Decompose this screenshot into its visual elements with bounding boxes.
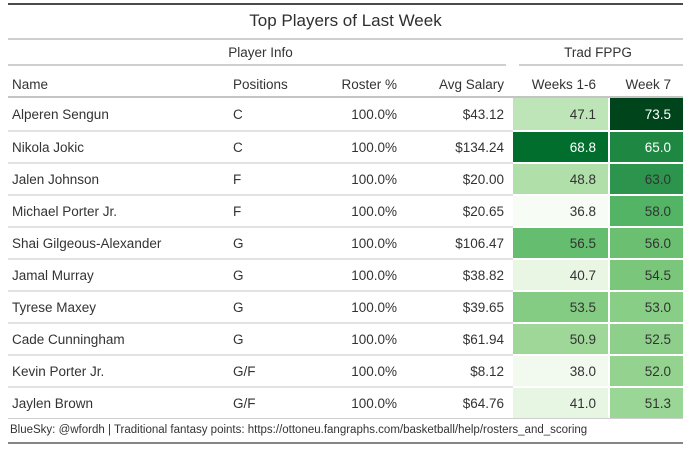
week-7-cell: 52.5: [608, 322, 684, 354]
column-header-weeks-1-6: Weeks 1-6: [513, 66, 609, 98]
player-name-cell: Alperen Sengun: [12, 106, 109, 122]
column-header-week-7: Week 7: [608, 66, 684, 98]
roster-pct-cell: 100.0%: [318, 322, 406, 354]
avg-salary-cell: $61.94: [406, 322, 514, 354]
avg-salary-cell: $8.12: [406, 354, 514, 386]
avg-salary-cell: $64.76: [406, 386, 514, 418]
footer-note: BlueSky: @wfordh | Traditional fantasy p…: [8, 418, 683, 442]
column-group-row: Player Info Trad FPPG: [8, 40, 684, 66]
column-group-trad-fppg: Trad FPPG: [513, 40, 684, 66]
table-row: Shai Gilgeous-Alexander G 100.0% $106.47 56.…: [8, 226, 684, 258]
weeks-1-6-cell: 41.0: [513, 386, 609, 418]
player-name-cell: Tyrese Maxey: [8, 290, 223, 322]
avg-salary-cell: $38.82: [406, 258, 514, 290]
player-name-cell: Shai Gilgeous-Alexander: [8, 226, 223, 258]
positions-cell: G: [223, 290, 318, 322]
weeks-1-6-cell: 47.1: [513, 98, 609, 130]
week-7-cell: 73.5: [608, 98, 684, 130]
weeks-1-6-cell: 53.5: [513, 290, 609, 322]
week-7-cell: 58.0: [608, 194, 684, 226]
week-7-cell: 56.0: [608, 226, 684, 258]
table-row: Jamal Murray G 100.0% $38.82 40.7 54.5: [8, 258, 684, 290]
player-name-cell: Jaylen Brown: [8, 386, 223, 418]
roster-pct-cell: 100.0%: [318, 194, 406, 226]
column-header-positions: Positions: [223, 66, 318, 98]
column-group-player-info: Player Info: [8, 40, 513, 66]
weeks-1-6-cell: 50.9: [513, 322, 609, 354]
positions-cell: G: [223, 226, 318, 258]
column-group-label: Trad FPPG: [564, 45, 632, 60]
stats-table: Top Players of Last Week Player Info Tra…: [8, 3, 684, 444]
roster-pct-cell: 100.0%: [318, 258, 406, 290]
positions-cell: G/F: [223, 386, 318, 418]
roster-pct-cell: 100.0%: [318, 226, 406, 258]
table-row: Alperen Sengun C 100.0% $43.12 47.1 73.5: [8, 98, 684, 130]
column-header-name: Name: [8, 66, 223, 98]
weeks-1-6-cell: 40.7: [513, 258, 609, 290]
player-name-cell: Cade Cunningham: [8, 322, 223, 354]
column-header-avg-salary: Avg Salary: [406, 66, 514, 98]
week-7-cell: 63.0: [608, 162, 684, 194]
table-row: Cade Cunningham G 100.0% $61.94 50.9 52.5: [8, 322, 684, 354]
week-7-cell: 52.0: [608, 354, 684, 386]
roster-pct-cell: 100.0%: [318, 162, 406, 194]
table-row: Michael Porter Jr. F 100.0% $20.65 36.8 58.0: [8, 194, 684, 226]
weeks-1-6-cell: 36.8: [513, 194, 609, 226]
week-7-cell: 65.0: [608, 130, 684, 162]
table-row: Nikola Jokic C 100.0% $134.24 68.8 65.0: [8, 130, 684, 162]
weeks-1-6-cell: 48.8: [513, 162, 609, 194]
weeks-1-6-cell: 68.8: [513, 130, 609, 162]
positions-cell: G/F: [223, 354, 318, 386]
group-underline: [519, 64, 684, 66]
avg-salary-cell: $20.65: [406, 194, 514, 226]
positions-cell: G: [223, 258, 318, 290]
table-row: Kevin Porter Jr. G/F 100.0% $8.12 38.0 52.0: [8, 354, 684, 386]
roster-pct-cell: 100.0%: [318, 130, 406, 162]
avg-salary-cell: $43.12: [462, 106, 505, 122]
table-row: Jaylen Brown G/F 100.0% $64.76 41.0 51.3: [8, 386, 684, 418]
column-header-row: Name Positions Roster % Avg Salary Weeks…: [8, 66, 684, 98]
table-row: Jalen Johnson F 100.0% $20.00 48.8 63.0: [8, 162, 684, 194]
page-title: Top Players of Last Week: [8, 5, 683, 40]
week-7-cell: 54.5: [608, 258, 684, 290]
group-underline: [8, 64, 507, 66]
players-table: Player Info Trad FPPG Name Positions Ros…: [8, 40, 684, 418]
avg-salary-cell: $20.00: [406, 162, 514, 194]
column-header-roster-pct: Roster %: [318, 66, 406, 98]
positions-cell: C: [223, 130, 318, 162]
roster-pct-cell: 100.0%: [351, 106, 397, 122]
weeks-1-6-cell: 38.0: [513, 354, 609, 386]
player-name-cell: Michael Porter Jr.: [8, 194, 223, 226]
player-name-cell: Jamal Murray: [8, 258, 223, 290]
roster-pct-cell: 100.0%: [318, 386, 406, 418]
positions-cell: F: [223, 194, 318, 226]
avg-salary-cell: $39.65: [406, 290, 514, 322]
player-name-cell: Kevin Porter Jr.: [8, 354, 223, 386]
table-body: Alperen Sengun C 100.0% $43.12 47.1 73.5 Nikol…: [8, 98, 684, 418]
avg-salary-cell: $134.24: [406, 130, 514, 162]
weeks-1-6-cell: 56.5: [513, 226, 609, 258]
player-name-cell: Nikola Jokic: [8, 130, 223, 162]
avg-salary-cell: $106.47: [406, 226, 514, 258]
player-name-cell: Jalen Johnson: [8, 162, 223, 194]
week-7-cell: 51.3: [608, 386, 684, 418]
positions-cell: C: [233, 106, 243, 122]
column-group-label: Player Info: [228, 45, 293, 60]
positions-cell: G: [223, 322, 318, 354]
roster-pct-cell: 100.0%: [318, 354, 406, 386]
roster-pct-cell: 100.0%: [318, 290, 406, 322]
positions-cell: F: [223, 162, 318, 194]
week-7-cell: 53.0: [608, 290, 684, 322]
table-row: Tyrese Maxey G 100.0% $39.65 53.5 53.0: [8, 290, 684, 322]
